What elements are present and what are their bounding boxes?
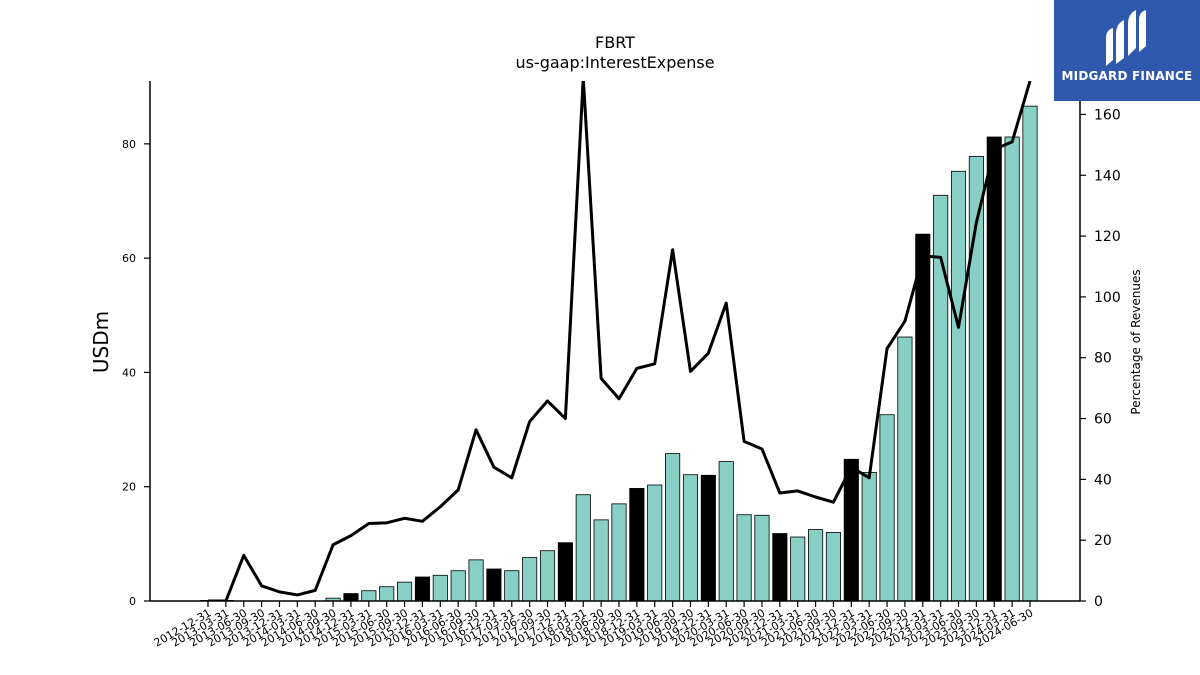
line-series [208,81,1032,601]
y-axis-right-label: Percentage of Revenues [1129,269,1143,414]
y-right-tick-label: 40 [1094,472,1112,488]
bar-2019-06-30 [665,453,681,602]
logo-text: MIDGARD FINANCE [1061,69,1193,83]
y-tick-label: 60 [122,252,136,265]
bar-2021-06-30 [808,529,824,602]
y-right-tick-label: 60 [1094,412,1112,428]
y-tick-label: 20 [122,481,136,494]
bar-2018-12-31 [629,488,645,602]
bar-2019-12-31 [700,474,716,602]
bar-2020-09-30 [754,514,770,602]
bar-2018-06-30 [593,519,609,602]
brand-logo: MIDGARD FINANCE [1054,0,1200,101]
bar-2022-09-30 [897,336,913,602]
bar-2020-06-30 [736,514,752,602]
bar-2015-12-31 [414,576,430,602]
bar-2017-03-31 [504,570,520,602]
bar-2017-09-30 [539,550,556,602]
bar-2022-06-30 [879,414,895,602]
chart-title: FBRT [595,33,635,52]
bar-2014-12-31 [343,593,359,602]
bar-2015-03-31 [361,590,377,602]
bar-2016-09-30 [468,559,484,602]
bar-2022-12-31 [915,233,931,602]
bar-2019-03-31 [647,484,663,602]
y-tick-label: 80 [122,138,136,151]
y-right-tick-label: 0 [1094,594,1103,610]
bar-2017-06-30 [522,557,538,602]
y-right-tick-label: 80 [1094,351,1112,367]
bar-2016-12-31 [486,568,502,602]
bar-2019-09-30 [682,474,699,602]
y-right-tick-label: 140 [1094,168,1121,184]
bar-2023-06-30 [950,170,967,602]
bar-2020-03-31 [718,461,734,602]
bar-2023-12-31 [986,136,1002,602]
y-right-tick-label: 20 [1094,533,1112,549]
bar-2016-06-30 [450,570,466,602]
y-right-tick-label: 100 [1094,290,1121,306]
bar-2015-09-30 [397,581,413,602]
y-tick-label: 0 [129,595,136,608]
bar-2020-12-31 [772,533,788,602]
y-tick-label: 40 [122,366,136,379]
bar-2021-12-31 [843,458,859,602]
bar-2017-12-31 [557,542,573,602]
bar-2024-03-31 [1004,136,1020,602]
revenue-percentage-line [208,81,1032,601]
y-right-tick-label: 120 [1094,229,1121,245]
bar-2016-03-31 [432,574,448,602]
bar-2022-03-31 [861,472,877,602]
y-right-tick-label: 160 [1094,107,1121,123]
y-axis-label: USDm [89,311,113,373]
bar-2018-03-31 [575,494,591,602]
chart-subtitle: us-gaap:InterestExpense [515,53,714,72]
bar-series [200,105,1038,602]
bar-2018-09-30 [611,503,627,602]
bar-2024-06-30 [1022,105,1038,602]
bar-2021-03-31 [790,536,806,602]
axes: 0204060800204060801001201401602012-12-31… [122,81,1121,650]
midgard-logo-icon [1106,10,1146,66]
bar-2021-09-30 [825,532,841,602]
bar-2015-06-30 [379,586,395,602]
